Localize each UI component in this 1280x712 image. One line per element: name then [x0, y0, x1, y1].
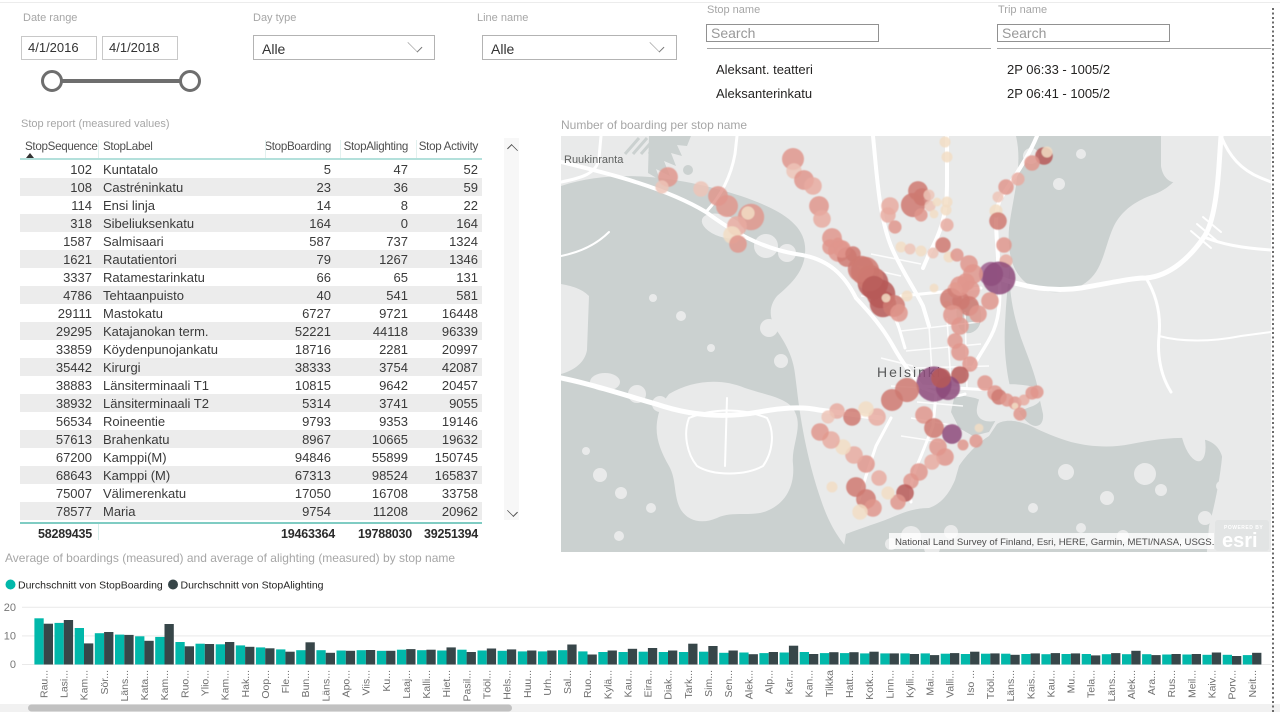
svg-text:Tööl...: Tööl... [482, 670, 494, 699]
svg-text:Pasil...: Pasil... [461, 670, 473, 702]
svg-text:Hak...: Hak... [240, 670, 252, 697]
svg-text:Sen...: Sen... [723, 670, 735, 697]
svg-text:Apo...: Apo... [341, 670, 353, 697]
svg-text:Huu...: Huu... [522, 670, 534, 698]
svg-text:Eira...: Eira... [643, 670, 655, 697]
svg-text:Alek...: Alek... [743, 670, 755, 699]
svg-text:Kata...: Kata... [139, 670, 151, 700]
svg-text:National Land Survey of Finlan: National Land Survey of Finland, Esri, H… [895, 537, 1220, 548]
svg-text:Bun...: Bun... [300, 670, 312, 697]
svg-text:Kam...: Kam... [220, 670, 232, 700]
svg-text:Average of boardings (measured: Average of boardings (measured) and aver… [5, 553, 455, 565]
svg-text:Iso ...: Iso ... [965, 670, 977, 696]
svg-text:Alek...: Alek... [1126, 670, 1138, 699]
svg-text:Ara...: Ara... [1146, 670, 1158, 695]
svg-text:Laaj...: Laaj... [401, 670, 413, 699]
svg-text:0: 0 [10, 659, 16, 671]
svg-text:Lasi...: Lasi... [59, 670, 71, 698]
svg-text:Tela...: Tela... [1086, 670, 1098, 698]
svg-text:Durchschnitt von StopBoarding: Durchschnitt von StopBoarding [18, 580, 163, 592]
svg-text:Sör...: Sör... [99, 670, 111, 695]
svg-text:Rus...: Rus... [1166, 670, 1178, 697]
svg-text:Sim...: Sim... [703, 670, 715, 697]
svg-text:Kylli...: Kylli... [904, 670, 916, 698]
svg-text:Mu...: Mu... [1066, 670, 1078, 693]
svg-text:Kau...: Kau... [1045, 670, 1057, 697]
svg-text:Hiet...: Hiet... [441, 670, 453, 697]
svg-text:10: 10 [4, 631, 16, 643]
svg-text:Kar...: Kar... [784, 670, 796, 695]
svg-text:Kotk...: Kotk... [864, 670, 876, 700]
svg-text:Läns...: Läns... [320, 670, 332, 702]
svg-text:Meil...: Meil... [1186, 670, 1198, 698]
svg-text:Ruukinranta: Ruukinranta [564, 154, 624, 166]
svg-text:Kau...: Kau... [623, 670, 635, 697]
svg-text:Läns...: Läns... [1005, 670, 1017, 702]
svg-text:Kalli...: Kalli... [421, 670, 433, 699]
svg-text:Kylä...: Kylä... [602, 670, 614, 699]
svg-text:Ruo...: Ruo... [582, 670, 594, 698]
svg-text:Viis...: Viis... [361, 670, 373, 695]
svg-text:POWERED BY: POWERED BY [1224, 525, 1263, 531]
svg-text:Fle...: Fle... [280, 670, 292, 693]
svg-text:Kam...: Kam... [159, 670, 171, 700]
svg-text:Kaiv...: Kaiv... [1207, 670, 1219, 698]
svg-text:Kan...: Kan... [804, 670, 816, 697]
svg-text:Ku...: Ku... [381, 670, 393, 692]
svg-text:Sal...: Sal... [562, 670, 574, 694]
svg-text:Tilkka: Tilkka [824, 670, 836, 697]
svg-text:Kam...: Kam... [79, 670, 91, 700]
svg-text:Läns...: Läns... [119, 670, 131, 702]
svg-text:Mai...: Mai... [925, 670, 937, 696]
svg-text:Neit...: Neit... [1247, 670, 1259, 697]
svg-text:esri: esri [1222, 530, 1258, 552]
svg-text:Ylio...: Ylio... [200, 670, 212, 696]
svg-text:Ruo...: Ruo... [179, 670, 191, 698]
svg-text:Läns...: Läns... [1106, 670, 1118, 702]
svg-text:Alp...: Alp... [763, 670, 775, 694]
svg-text:Rau...: Rau... [38, 670, 50, 698]
svg-text:Hels...: Hels... [502, 670, 514, 700]
svg-text:Diak...: Diak... [663, 670, 675, 700]
svg-text:Urh...: Urh... [542, 670, 554, 696]
svg-text:Tark...: Tark... [683, 670, 695, 699]
svg-text:Oop...: Oop... [260, 670, 272, 699]
svg-text:Porv...: Porv... [1227, 670, 1239, 700]
svg-text:Hatt...: Hatt... [844, 670, 856, 698]
svg-text:Linn...: Linn... [884, 670, 896, 699]
svg-text:Kais...: Kais... [1025, 670, 1037, 699]
svg-text:Durchschnitt von StopAlighting: Durchschnitt von StopAlighting [181, 580, 324, 592]
svg-text:Valli...: Valli... [945, 670, 957, 698]
svg-text:Tööl...: Tööl... [985, 670, 997, 699]
svg-text:20: 20 [4, 602, 16, 614]
